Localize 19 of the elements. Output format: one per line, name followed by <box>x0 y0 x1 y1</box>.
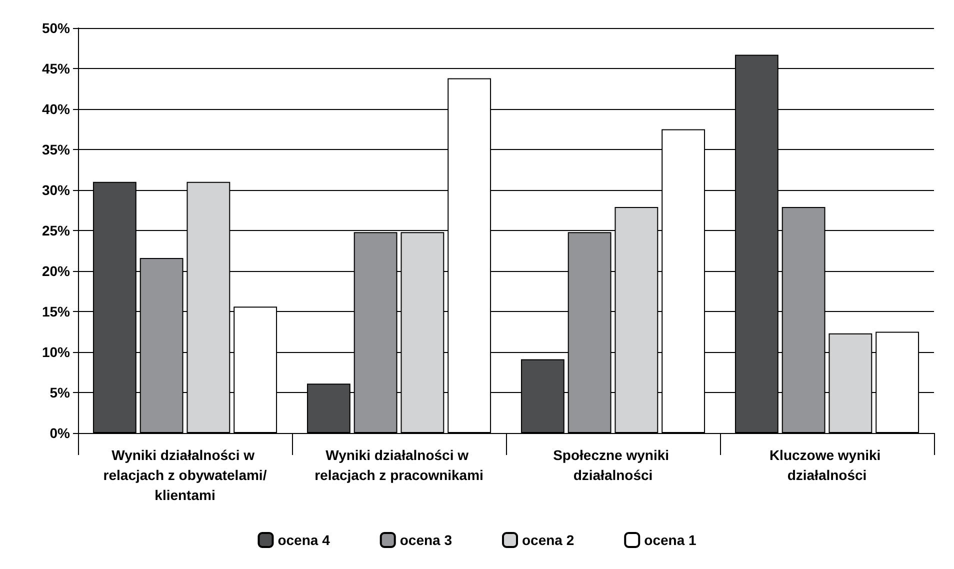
y-tick-label: 50% <box>42 20 71 36</box>
y-tick-label: 25% <box>42 222 71 238</box>
y-tick-label: 10% <box>42 344 71 360</box>
y-tick-label: 20% <box>42 263 71 279</box>
legend-label: ocena 1 <box>644 532 696 548</box>
y-tick-label: 30% <box>42 182 71 198</box>
y-tick-label: 45% <box>42 60 71 76</box>
legend-label: ocena 2 <box>522 532 574 548</box>
x-tick-label: Społeczne wyniki działalności <box>553 447 673 483</box>
legend-label: ocena 3 <box>400 532 452 548</box>
x-tick-label: Wyniki działalności w relacjach z obywatelami/klientami <box>103 447 267 503</box>
y-tick-label: 40% <box>42 101 71 117</box>
x-tick-label: Wyniki działalności w relacjach z pracownikami <box>314 447 484 483</box>
y-tick-label: 5% <box>50 384 71 400</box>
legend-label: ocena 4 <box>278 532 330 548</box>
x-tick-label: Kluczowe wyniki działalności <box>769 447 885 483</box>
y-tick-label: 35% <box>42 142 71 158</box>
y-tick-label: 15% <box>42 304 71 320</box>
y-tick-label: 0% <box>50 425 71 441</box>
